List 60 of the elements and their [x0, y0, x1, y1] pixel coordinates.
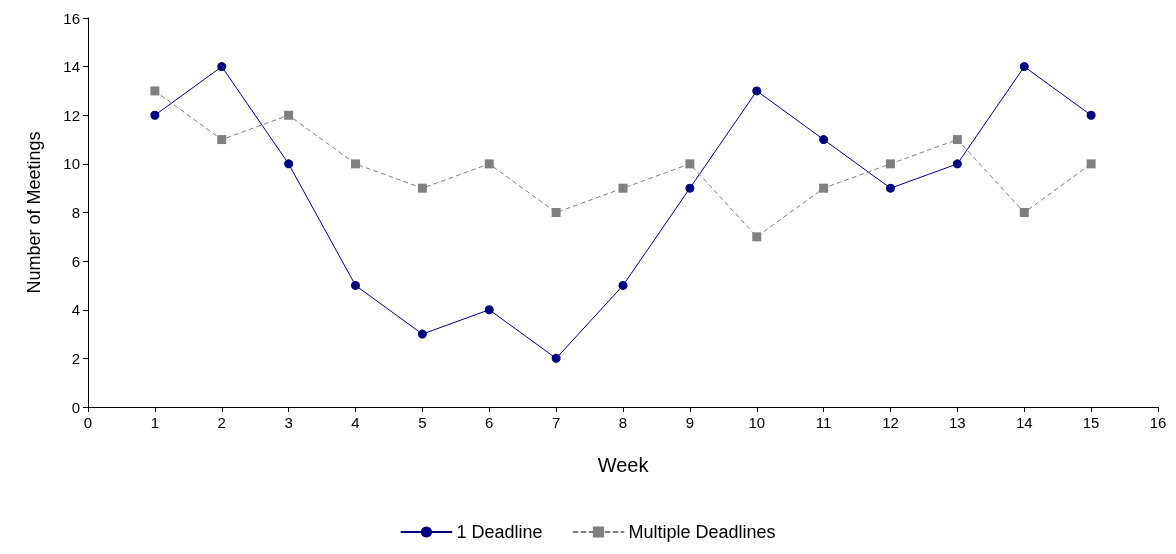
y-tick-label: 0: [71, 398, 80, 416]
point: [819, 183, 829, 193]
x-tick-label: 15: [1082, 414, 1100, 431]
y-tick-label: 14: [63, 58, 80, 76]
x-tick-label: 1: [150, 414, 160, 431]
point: [351, 159, 360, 169]
point: [819, 135, 829, 145]
point: [618, 280, 628, 290]
point: [217, 135, 227, 145]
y-tick-label: 10: [63, 155, 80, 173]
x-tick-label: 13: [949, 414, 966, 431]
point: [551, 208, 561, 217]
y-tick-label: 2: [71, 349, 80, 367]
point: [952, 159, 962, 169]
y-tick-label: 8: [71, 204, 80, 221]
point: [1086, 110, 1096, 120]
x-tick-label: 5: [418, 414, 427, 431]
point: [1086, 159, 1096, 169]
y-tick-label: 12: [63, 106, 80, 124]
x-axis-title: Week: [597, 454, 650, 476]
point: [886, 159, 895, 169]
point: [752, 86, 762, 96]
point: [1019, 208, 1029, 217]
point: [551, 353, 561, 363]
point: [417, 183, 427, 193]
x-tick-label: 0: [83, 414, 93, 431]
y-tick-label: 6: [71, 252, 80, 270]
y-tick-label: 16: [63, 9, 80, 27]
x-tick-label: 14: [1015, 414, 1033, 431]
point: [484, 305, 494, 315]
point: [685, 159, 695, 169]
point: [752, 232, 762, 242]
point: [618, 183, 628, 193]
y-tick-label: 4: [71, 301, 80, 319]
point: [952, 135, 962, 145]
point: [284, 110, 294, 120]
point: [1019, 62, 1029, 72]
x-tick-label: 8: [618, 414, 628, 431]
legend-label: Multiple Deadlines: [628, 522, 776, 542]
x-tick-label: 12: [882, 414, 899, 431]
x-tick-label: 9: [685, 414, 695, 431]
point: [284, 159, 294, 169]
x-tick-label: 7: [551, 414, 561, 431]
y-axis-title: Number of Meetings: [24, 131, 44, 294]
x-tick-label: 3: [284, 414, 293, 431]
point: [417, 329, 427, 339]
x-tick-label: 6: [485, 414, 494, 431]
x-tick-label: 2: [217, 414, 226, 431]
point: [217, 62, 227, 72]
x-tick-label: 4: [351, 414, 360, 431]
x-tick-label: 11: [815, 414, 832, 431]
point: [150, 86, 160, 96]
point: [150, 110, 160, 120]
x-tick-label: 16: [1149, 414, 1167, 431]
point: [484, 159, 494, 169]
legend-label: 1 Deadline: [456, 522, 543, 542]
point: [886, 183, 895, 193]
x-tick-label: 10: [748, 414, 766, 431]
point: [351, 280, 360, 290]
point: [685, 183, 695, 193]
